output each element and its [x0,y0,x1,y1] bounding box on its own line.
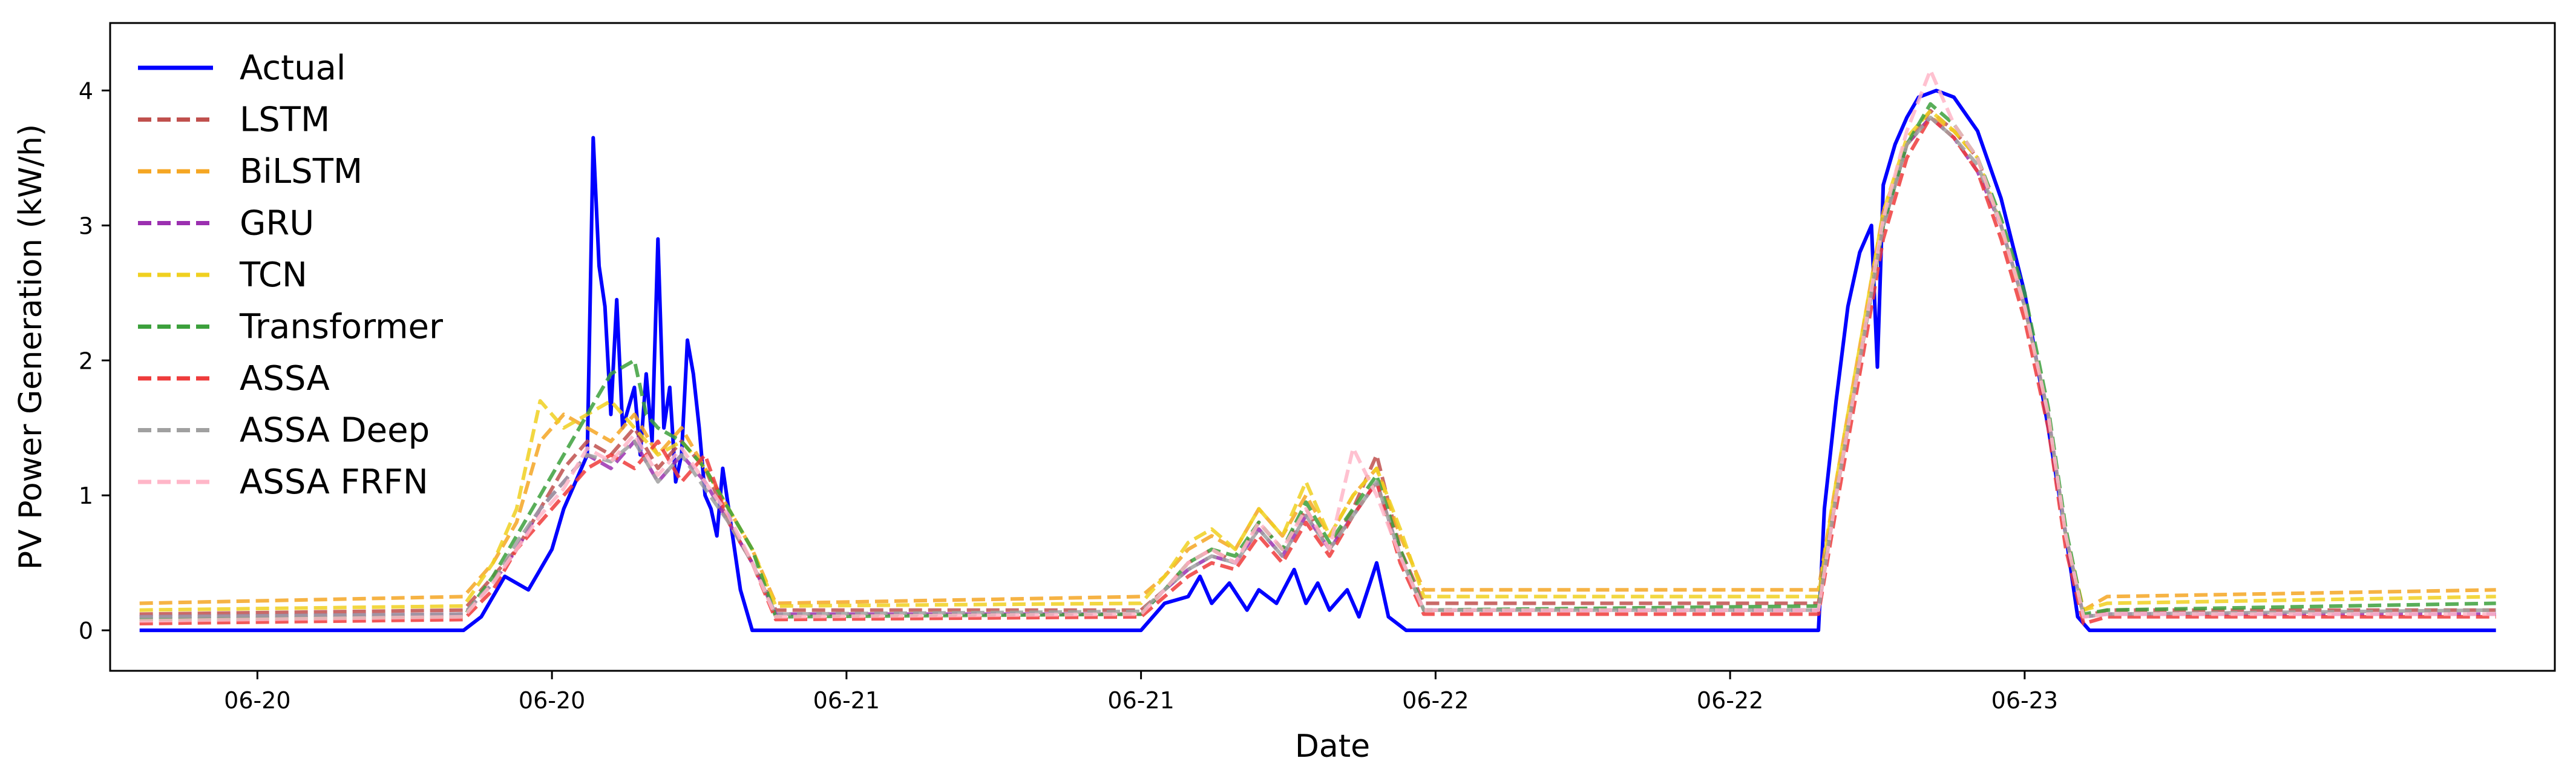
legend-label: Transformer [239,308,444,347]
legend-label: LSTM [240,101,330,140]
legend-label: TCN [239,255,307,295]
legend-label: Actual [240,48,346,88]
x-tick-label: 06-22 [1697,687,1763,714]
y-tick-label: 0 [79,618,93,644]
series-tcn [139,108,2496,612]
x-tick-label: 06-22 [1402,687,1469,714]
axes: 06-20 06-20 06-21 06-21 06-22 06-22 06-23 0 1 2 3 4 [79,22,2556,714]
series-assa-deep [139,116,2496,619]
x-tick-label: 06-20 [224,687,290,714]
y-tick-label: 2 [79,348,93,374]
y-tick-label: 1 [79,483,93,509]
legend-label: BiLSTM [240,152,362,191]
legend-label: ASSA [240,359,330,398]
series-assa-frfn [139,68,2496,623]
legend-label: ASSA FRFN [240,463,428,502]
series-actual [139,88,2496,633]
x-axis-title: Date [1295,728,1370,765]
series-transformer [139,102,2496,622]
legend: Actual LSTM BiLSTM GRU TCN Transformer ASSA ASS… [138,48,444,502]
plot-area [139,68,2496,633]
plot-frame [109,22,2556,672]
legend-label: ASSA Deep [240,411,430,450]
y-axis-title: PV Power Generation (kW/h) [13,124,49,570]
legend-label: GRU [240,204,314,243]
series-assa [139,116,2496,625]
y-tick-label: 4 [79,77,93,104]
x-tick-label: 06-20 [519,687,585,714]
x-tick-label: 06-21 [813,687,880,714]
x-tick-label: 06-23 [1991,687,2058,714]
x-tick-label: 06-21 [1107,687,1174,714]
y-tick-label: 3 [79,213,93,239]
